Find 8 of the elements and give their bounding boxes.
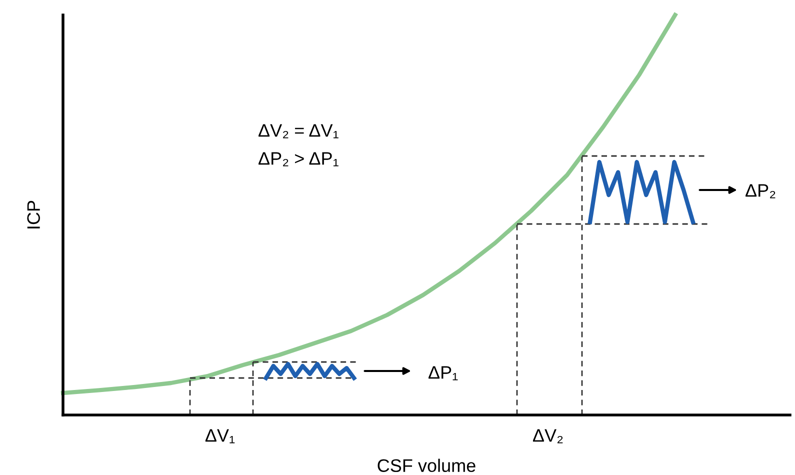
annotation: ΔP₂ > ΔP₁ [258, 152, 338, 166]
annotation: ΔV₂ = ΔV₁ [258, 124, 338, 138]
text: ΔV₂ [532, 429, 563, 444]
annotation: ΔP₁ [428, 366, 458, 380]
y-axis-title: ICP [27, 200, 40, 228]
x-axis-title: CSF volume [378, 458, 476, 472]
text: ΔV₁ [205, 429, 235, 444]
annotation: ΔP₂ [746, 184, 776, 198]
